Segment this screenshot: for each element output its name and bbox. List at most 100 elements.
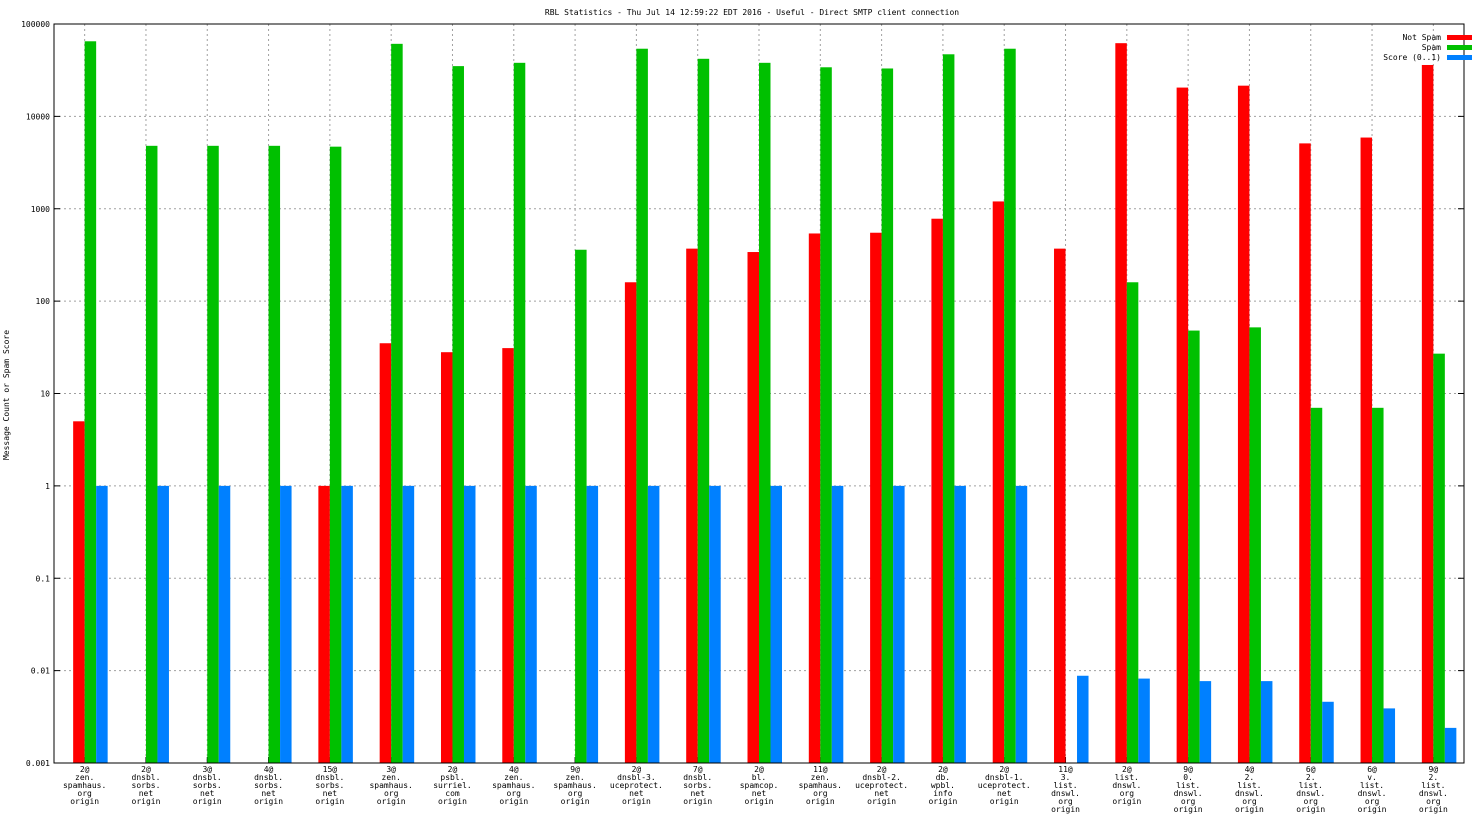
bar: [1444, 727, 1457, 763]
bar: [1176, 87, 1189, 764]
bar: [931, 218, 943, 763]
x-tick-label-line: net: [200, 789, 215, 798]
x-tick-label-line: dnsbl.: [315, 773, 344, 782]
y-tick-label: 100: [36, 297, 51, 306]
x-tick-label: 2@ dnsbl-1. uceprotect. net origin: [978, 765, 1031, 806]
y-axis-label: Message Count or Spam Score: [2, 330, 11, 460]
x-tick-label: 6@ 2. list. dnswl. org origin: [1296, 765, 1325, 814]
x-tick-label-line: net: [323, 789, 338, 798]
x-tick-label-line: org: [1426, 797, 1441, 806]
x-tick-label-line: 2@: [754, 765, 764, 774]
bar: [452, 66, 464, 764]
x-tick-label-line: 2@: [999, 765, 1009, 774]
bar: [379, 343, 392, 763]
x-tick-label-line: 2@: [80, 765, 90, 774]
x-tick-label-line: sorbs.: [683, 781, 712, 790]
bar: [1249, 327, 1261, 763]
x-tick-label-line: origin: [1174, 805, 1203, 814]
x-tick-label-line: origin: [499, 797, 528, 806]
x-tick-label-line: org: [568, 789, 583, 798]
bar: [881, 68, 894, 763]
x-tick-label: 9@ 2. list. dnswl. org origin: [1419, 765, 1448, 814]
x-tick-label-line: net: [690, 789, 705, 798]
x-tick-label-line: dnsbl.: [683, 773, 712, 782]
x-tick-label: 7@ dnsbl. sorbs. net origin: [683, 765, 712, 806]
x-tick-label-line: sorbs.: [315, 781, 344, 790]
x-tick-label-line: origin: [315, 797, 344, 806]
x-tick-label-line: list.: [1237, 781, 1261, 790]
x-tick-label: 9@ 0. list. dnswl. org origin: [1174, 765, 1203, 814]
x-tick-label-line: sorbs.: [254, 781, 283, 790]
x-tick-label-line: 3.: [1061, 773, 1071, 782]
legend-swatch: [1447, 35, 1472, 40]
x-tick-label-line: origin: [622, 797, 651, 806]
y-tick-label: 100000: [21, 20, 50, 29]
x-tick-label-line: origin: [193, 797, 222, 806]
x-tick-label-line: dnswl.: [1112, 781, 1141, 790]
x-tick-label-line: list.: [1176, 781, 1200, 790]
y-tick-label: 10: [40, 390, 50, 399]
bar: [463, 485, 476, 763]
y-tick-label: 10000: [26, 112, 50, 121]
x-tick-label: 2@ db. wpbl. info origin: [928, 765, 957, 806]
x-tick-label-line: list.: [1115, 773, 1139, 782]
bar: [820, 67, 832, 763]
x-tick-label: 11@ 3. list. dnswl. org origin: [1051, 765, 1080, 814]
bar: [1199, 681, 1212, 763]
bar: [808, 233, 821, 764]
bar: [636, 48, 648, 763]
x-tick-label-line: psbl.: [440, 773, 464, 782]
x-tick-label-line: origin: [254, 797, 283, 806]
x-tick-label-line: 6@: [1306, 765, 1316, 774]
bar: [1360, 137, 1373, 763]
x-tick-label-line: v.: [1367, 773, 1377, 782]
x-tick-label-line: dnswl.: [1358, 789, 1387, 798]
x-tick-label-line: list.: [1360, 781, 1384, 790]
bar: [502, 348, 514, 763]
x-tick-label-line: uceprotect.: [610, 781, 663, 790]
x-tick-label-line: origin: [806, 797, 835, 806]
bar: [391, 43, 403, 764]
x-tick-label-line: dnsbl.: [132, 773, 161, 782]
x-tick-label-line: org: [1120, 789, 1135, 798]
x-tick-label-line: spamhaus.: [492, 781, 535, 790]
x-tick-label-line: org: [1242, 797, 1257, 806]
x-tick-label-line: spamhaus.: [63, 781, 106, 790]
x-tick-label-line: origin: [1112, 797, 1141, 806]
x-tick-label-line: list.: [1299, 781, 1323, 790]
bar: [942, 54, 955, 763]
bar: [157, 485, 169, 763]
bar: [1383, 708, 1396, 763]
x-tick-label-line: dnswl.: [1235, 789, 1264, 798]
x-tick-label-line: sorbs.: [132, 781, 161, 790]
x-tick-label-line: dnswl.: [1174, 789, 1203, 798]
legend-label: Score (0..1): [1383, 53, 1441, 62]
x-tick-label-line: zen.: [75, 773, 94, 782]
bar: [1322, 701, 1334, 763]
x-tick-label: 4@ dnsbl. sorbs. net origin: [254, 765, 283, 806]
x-tick-label-line: uceprotect.: [855, 781, 908, 790]
x-tick-label-line: origin: [1419, 805, 1448, 814]
bar: [1310, 407, 1323, 763]
y-tick-labels: 0.001 0.01 0.1 1 10 100 1000 10000 100000: [21, 20, 50, 768]
x-tick-label-line: dnsbl-3.: [617, 773, 656, 782]
x-tick-label-line: 2.: [1429, 773, 1439, 782]
bar: [1115, 43, 1127, 764]
x-tick-label-line: dnswl.: [1419, 789, 1448, 798]
x-tick-label-line: org: [507, 789, 522, 798]
x-tick-label-line: wpbl.: [931, 781, 955, 790]
bar: [96, 485, 108, 763]
x-tick-label-line: 3@: [386, 765, 396, 774]
y-tick-label: 1: [45, 482, 50, 491]
x-tick-label-line: net: [752, 789, 767, 798]
x-tick-label-line: origin: [1051, 805, 1080, 814]
x-tick-label-line: 2@: [1122, 765, 1132, 774]
bar: [954, 485, 966, 763]
bars-layer: [73, 41, 1457, 764]
x-tick-label: 2@ dnsbl. sorbs. net origin: [132, 765, 161, 806]
x-tick-label-line: 15@: [323, 765, 338, 774]
bar: [697, 58, 710, 763]
bar: [893, 485, 905, 763]
x-tick-label-line: spamhaus.: [369, 781, 412, 790]
x-tick-label-line: dnsbl.: [193, 773, 222, 782]
